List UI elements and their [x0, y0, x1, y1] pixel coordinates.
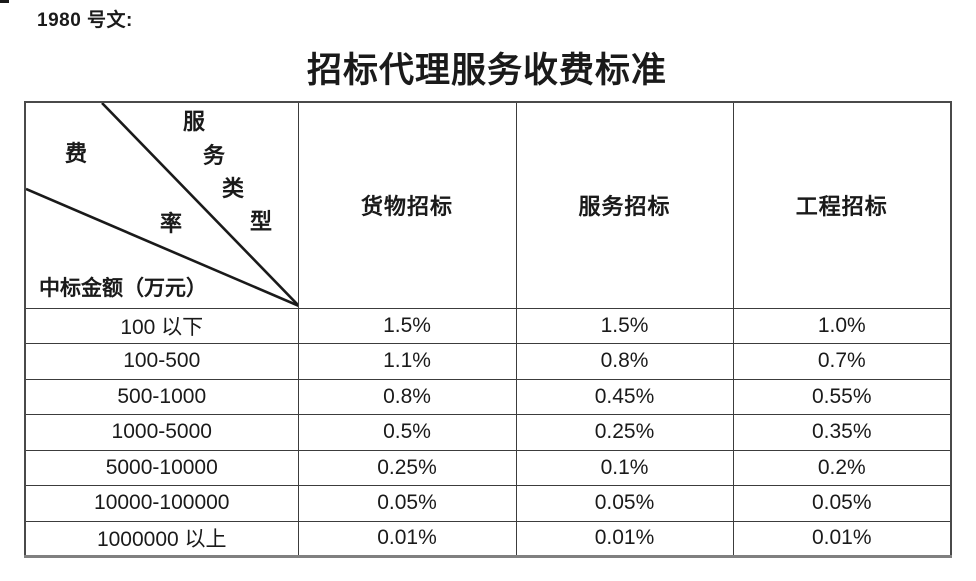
- row-engineering-rate: 0.7%: [732, 343, 952, 380]
- row-service-rate: 0.05%: [515, 485, 734, 522]
- row-service-rate: 0.45%: [515, 378, 734, 415]
- corner-type-char-3: 类: [222, 176, 245, 201]
- diagonal-line-upper: [101, 103, 297, 306]
- corner-type-char-4: 型: [250, 209, 273, 234]
- row-amount: 500-1000: [24, 378, 299, 415]
- row-amount: 100 以下: [24, 307, 299, 344]
- row-service-rate: 0.25%: [515, 414, 734, 451]
- column-header-engineering: 工程招标: [732, 101, 952, 309]
- row-goods-rate: 0.8%: [297, 378, 517, 415]
- table-row: 10000-100000 0.05% 0.05% 0.05%: [24, 485, 952, 522]
- row-goods-rate: 0.01%: [297, 520, 517, 557]
- row-engineering-rate: 0.05%: [732, 485, 952, 522]
- row-engineering-rate: 0.2%: [732, 449, 952, 486]
- row-goods-rate: 1.5%: [297, 307, 517, 344]
- row-service-rate: 1.5%: [515, 307, 734, 344]
- row-amount: 100-500: [24, 343, 299, 380]
- table-row: 1000000 以上 0.01% 0.01% 0.01%: [24, 520, 952, 557]
- column-header-goods: 货物招标: [297, 101, 517, 309]
- scan-artifact: [0, 0, 9, 3]
- row-goods-rate: 1.1%: [297, 343, 517, 380]
- table-row: 1000-5000 0.5% 0.25% 0.35%: [24, 414, 952, 451]
- row-engineering-rate: 0.55%: [732, 378, 952, 415]
- row-amount: 5000-10000: [24, 449, 299, 486]
- row-service-rate: 0.01%: [515, 520, 734, 557]
- diagonal-line-lower: [26, 187, 297, 307]
- corner-type-char-1: 服: [183, 109, 206, 134]
- fee-table: 服 务 类 型 费 率 中标金额（万元） 货物招标 服务招标 工程招标 100 …: [24, 101, 952, 558]
- corner-amount-label: 中标金额（万元）: [39, 276, 207, 300]
- row-amount: 1000-5000: [24, 414, 299, 451]
- row-amount: 1000000 以上: [24, 520, 299, 557]
- diagonal-corner-cell: 服 务 类 型 费 率 中标金额（万元）: [24, 101, 299, 309]
- row-engineering-rate: 1.0%: [732, 307, 952, 344]
- corner-rate-char-1: 费: [65, 141, 88, 166]
- diagonal-lines: [26, 103, 297, 307]
- column-header-service: 服务招标: [515, 101, 734, 309]
- row-goods-rate: 0.05%: [297, 485, 517, 522]
- row-goods-rate: 0.5%: [297, 414, 517, 451]
- table-header-row: 服 务 类 型 费 率 中标金额（万元） 货物招标 服务招标 工程招标: [24, 101, 952, 309]
- table-row: 100-500 1.1% 0.8% 0.7%: [24, 343, 952, 380]
- row-engineering-rate: 0.35%: [732, 414, 952, 451]
- row-service-rate: 0.8%: [515, 343, 734, 380]
- row-goods-rate: 0.25%: [297, 449, 517, 486]
- row-engineering-rate: 0.01%: [732, 520, 952, 557]
- page-title: 招标代理服务收费标准: [306, 51, 667, 90]
- row-service-rate: 0.1%: [515, 449, 734, 486]
- doc-ref: 1980 号文:: [37, 10, 133, 31]
- row-amount: 10000-100000: [24, 485, 299, 522]
- table-row: 5000-10000 0.25% 0.1% 0.2%: [24, 449, 952, 486]
- table-row: 100 以下 1.5% 1.5% 1.0%: [24, 307, 952, 344]
- table-row: 500-1000 0.8% 0.45% 0.55%: [24, 378, 952, 415]
- corner-rate-char-2: 率: [160, 211, 183, 236]
- corner-type-char-2: 务: [203, 143, 226, 168]
